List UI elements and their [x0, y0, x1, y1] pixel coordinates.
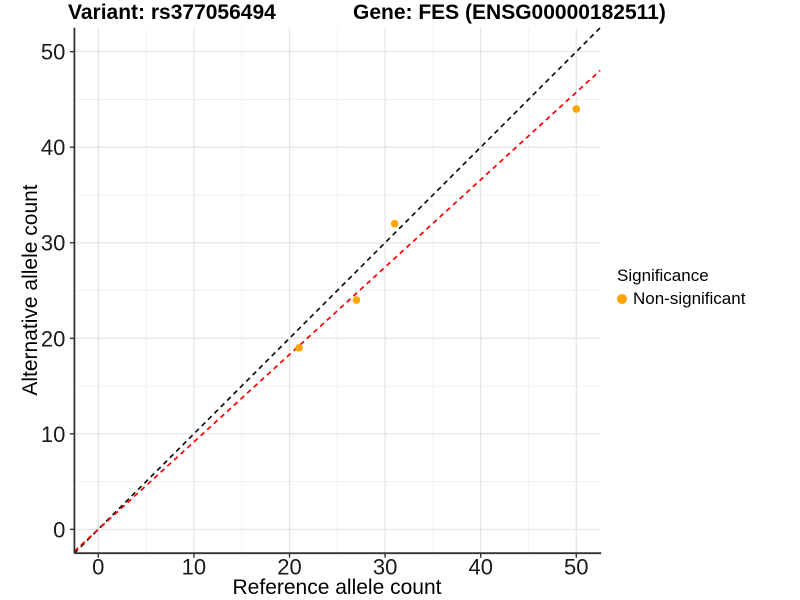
data-point: [390, 219, 399, 228]
x-tick-label: 50: [564, 555, 588, 580]
legend: Significance Non-significant: [617, 266, 745, 309]
data-point: [352, 296, 361, 304]
y-tick-label: 0: [53, 517, 65, 542]
data-point: [295, 344, 303, 352]
y-axis-title: Alternative allele count: [19, 184, 42, 396]
legend-item-label: Non-significant: [633, 289, 746, 308]
y-tick-label: 30: [41, 231, 65, 256]
legend-title: Significance: [617, 266, 709, 285]
y-tick-label: 10: [41, 422, 65, 447]
x-tick-label: 20: [277, 555, 301, 580]
fit-line: [73, 69, 601, 552]
data-point: [572, 105, 581, 113]
x-axis-title: Reference allele count: [232, 576, 442, 599]
y-tick-label: 40: [41, 135, 65, 160]
x-tick-label: 40: [468, 555, 492, 580]
identity-line: [73, 27, 601, 554]
x-tick-label: 10: [182, 555, 206, 580]
x-tick-label: 30: [373, 555, 397, 580]
y-tick-label: 50: [41, 40, 65, 65]
x-tick-label: 0: [92, 555, 104, 580]
chart-title-variant: Variant: rs377056494: [68, 1, 276, 24]
chart-title-gene: Gene: FES (ENSG00000182511): [353, 1, 666, 24]
legend-item-non-significant: Non-significant: [617, 289, 745, 309]
y-tick-label: 20: [41, 326, 65, 351]
legend-point-icon: [617, 294, 627, 304]
